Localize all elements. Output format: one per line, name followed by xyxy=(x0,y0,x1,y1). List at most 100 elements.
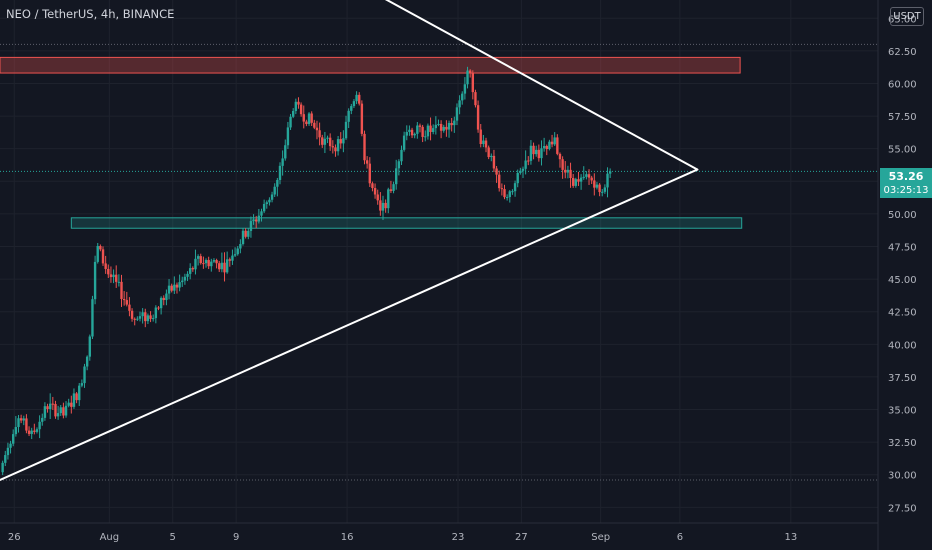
candle-body xyxy=(186,273,189,277)
candle-body xyxy=(78,385,81,401)
candle-body xyxy=(233,254,237,256)
price-tick-label: 30.00 xyxy=(888,471,917,482)
candle-body xyxy=(302,114,305,122)
candle-body xyxy=(294,101,298,111)
price-tick-label: 32.50 xyxy=(888,438,917,449)
candle-body xyxy=(363,133,366,161)
candle-body xyxy=(315,127,319,131)
candle-body xyxy=(144,312,147,322)
lower-trendline xyxy=(0,168,699,481)
candle-body xyxy=(265,202,268,204)
candle-body xyxy=(231,255,234,261)
candle-body xyxy=(157,307,160,309)
candle-body xyxy=(550,141,554,145)
candle-body xyxy=(96,245,99,262)
candle-body xyxy=(508,191,511,198)
candle-body xyxy=(545,146,548,150)
candle-body xyxy=(492,155,496,169)
candle-body xyxy=(255,219,258,222)
candle-body xyxy=(281,158,284,166)
candle-body xyxy=(154,307,158,319)
candle-body xyxy=(62,407,65,416)
candle-body xyxy=(471,73,475,93)
candle-body xyxy=(313,122,316,128)
candle-body xyxy=(347,110,350,122)
candle-body xyxy=(373,188,377,195)
candle-body xyxy=(413,133,416,136)
candle-body xyxy=(249,221,253,231)
candle-body xyxy=(278,165,282,180)
candle-body xyxy=(91,299,94,337)
candle-body xyxy=(152,318,155,320)
candle-body xyxy=(85,356,89,367)
candle-body xyxy=(17,418,20,428)
candle-body xyxy=(22,418,25,421)
candle-body xyxy=(334,147,337,152)
candle-body xyxy=(564,169,567,173)
candle-body xyxy=(482,140,485,144)
candle-body xyxy=(355,94,358,102)
candle-body xyxy=(27,430,31,434)
candle-body xyxy=(19,418,23,421)
candle-body xyxy=(516,172,519,184)
candle-body xyxy=(196,256,200,259)
candle-body xyxy=(35,429,39,432)
candle-body xyxy=(104,263,107,269)
candle-body xyxy=(241,230,245,245)
candle-body xyxy=(173,284,176,291)
candle-body xyxy=(257,215,261,222)
candle-body xyxy=(305,121,308,125)
candle-body xyxy=(606,173,609,188)
reference-levels xyxy=(0,43,878,481)
candle-body xyxy=(1,462,4,473)
candle-body xyxy=(175,284,179,288)
resistance-zone xyxy=(0,56,741,74)
trendlines xyxy=(0,0,699,481)
candle-body xyxy=(228,259,232,261)
candle-body xyxy=(56,413,60,417)
candle-body xyxy=(331,146,335,148)
candle-body xyxy=(426,125,430,137)
candle-body xyxy=(59,407,62,414)
candle-body xyxy=(445,126,448,130)
candle-body xyxy=(513,183,517,192)
candle-body xyxy=(535,149,538,155)
candle-body xyxy=(437,123,440,125)
candle-body xyxy=(595,184,599,188)
candle-body xyxy=(43,406,47,418)
candle-body xyxy=(571,178,575,186)
candle-body xyxy=(511,191,514,193)
candle-body xyxy=(202,263,205,265)
candle-body xyxy=(101,249,105,264)
candle-body xyxy=(503,189,506,198)
candle-body xyxy=(51,403,55,405)
price-tick-label: 45.00 xyxy=(888,275,917,286)
upper-trendline xyxy=(384,0,699,171)
currency-button[interactable]: USDT xyxy=(890,7,924,26)
candle-body xyxy=(585,174,588,177)
candle-body xyxy=(165,293,168,301)
candle-body xyxy=(72,393,76,407)
price-tick-label: 40.00 xyxy=(888,340,917,351)
candle-body xyxy=(548,141,551,150)
candle-body xyxy=(566,169,570,173)
candle-body xyxy=(579,177,583,182)
candle-body xyxy=(141,312,144,317)
candle-body xyxy=(360,103,364,134)
candle-body xyxy=(112,274,115,278)
candle-body xyxy=(64,405,68,416)
candle-body xyxy=(500,188,504,190)
candle-body xyxy=(577,179,580,182)
candle-body xyxy=(225,259,229,273)
candle-body xyxy=(527,160,530,162)
candle-body xyxy=(368,163,371,184)
price-tick-label: 35.00 xyxy=(888,406,917,417)
candle-body xyxy=(273,186,276,195)
candle-body xyxy=(603,187,607,192)
candle-body xyxy=(284,145,287,159)
time-tick-label: 5 xyxy=(170,532,176,543)
candle-body xyxy=(365,160,369,164)
candle-body xyxy=(387,189,390,209)
candle-body xyxy=(252,219,255,222)
